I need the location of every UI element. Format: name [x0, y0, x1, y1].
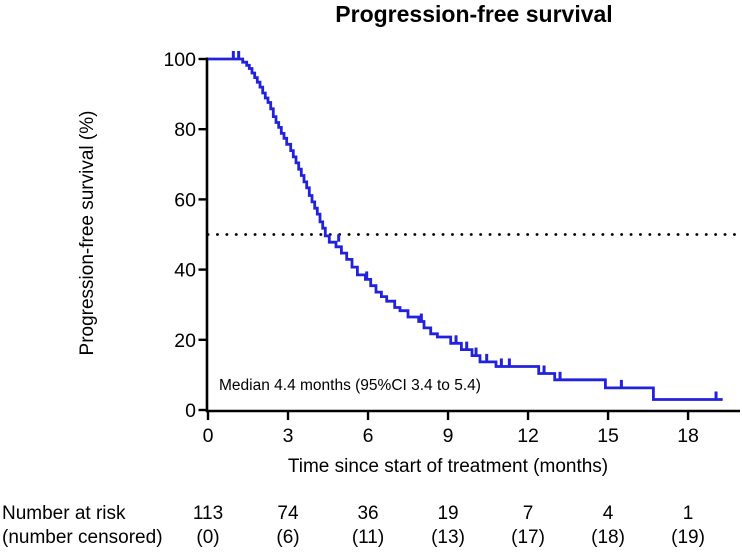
y-tick-label: 40 — [174, 260, 196, 282]
y-tick-label: 80 — [174, 119, 196, 141]
x-axis-title: Time since start of treatment (months) — [287, 456, 609, 477]
y-axis-title: Progression-free survival (%) — [77, 110, 98, 356]
censored-value: (11) — [351, 527, 385, 548]
x-tick-label: 18 — [677, 425, 699, 447]
x-tick-label: 6 — [363, 425, 374, 447]
risk-value: 74 — [277, 503, 299, 524]
risk-value: 36 — [357, 503, 379, 524]
median-annotation: Median 4.4 months (95%CI 3.4 to 5.4) — [219, 377, 481, 394]
risk-value: 4 — [602, 503, 614, 524]
risk-value: 1 — [682, 503, 694, 524]
y-tick-label: 100 — [163, 49, 196, 71]
risk-value: 7 — [522, 503, 534, 524]
y-tick-label: 60 — [174, 189, 196, 211]
censored-value: (0) — [196, 527, 220, 548]
x-tick-label: 12 — [517, 425, 539, 447]
y-tick-label: 20 — [174, 330, 196, 352]
survival-curve — [208, 57, 723, 401]
censored-value: (6) — [276, 527, 300, 548]
censored-value: (17) — [511, 527, 545, 548]
y-tick-label: 0 — [185, 400, 196, 422]
x-tick-label: 0 — [203, 425, 214, 447]
risk-value: 19 — [437, 503, 459, 524]
risk-value: 113 — [192, 503, 224, 524]
risk-table-row2-label: (number censored) — [2, 527, 163, 548]
x-tick-label: 15 — [597, 425, 619, 447]
x-tick-label: 9 — [443, 425, 454, 447]
censored-value: (18) — [591, 527, 625, 548]
censored-value: (13) — [431, 527, 465, 548]
risk-table-row1-label: Number at risk — [2, 503, 126, 524]
chart-title: Progression-free survival — [335, 1, 613, 27]
x-tick-label: 3 — [283, 425, 294, 447]
censored-value: (19) — [671, 527, 705, 548]
